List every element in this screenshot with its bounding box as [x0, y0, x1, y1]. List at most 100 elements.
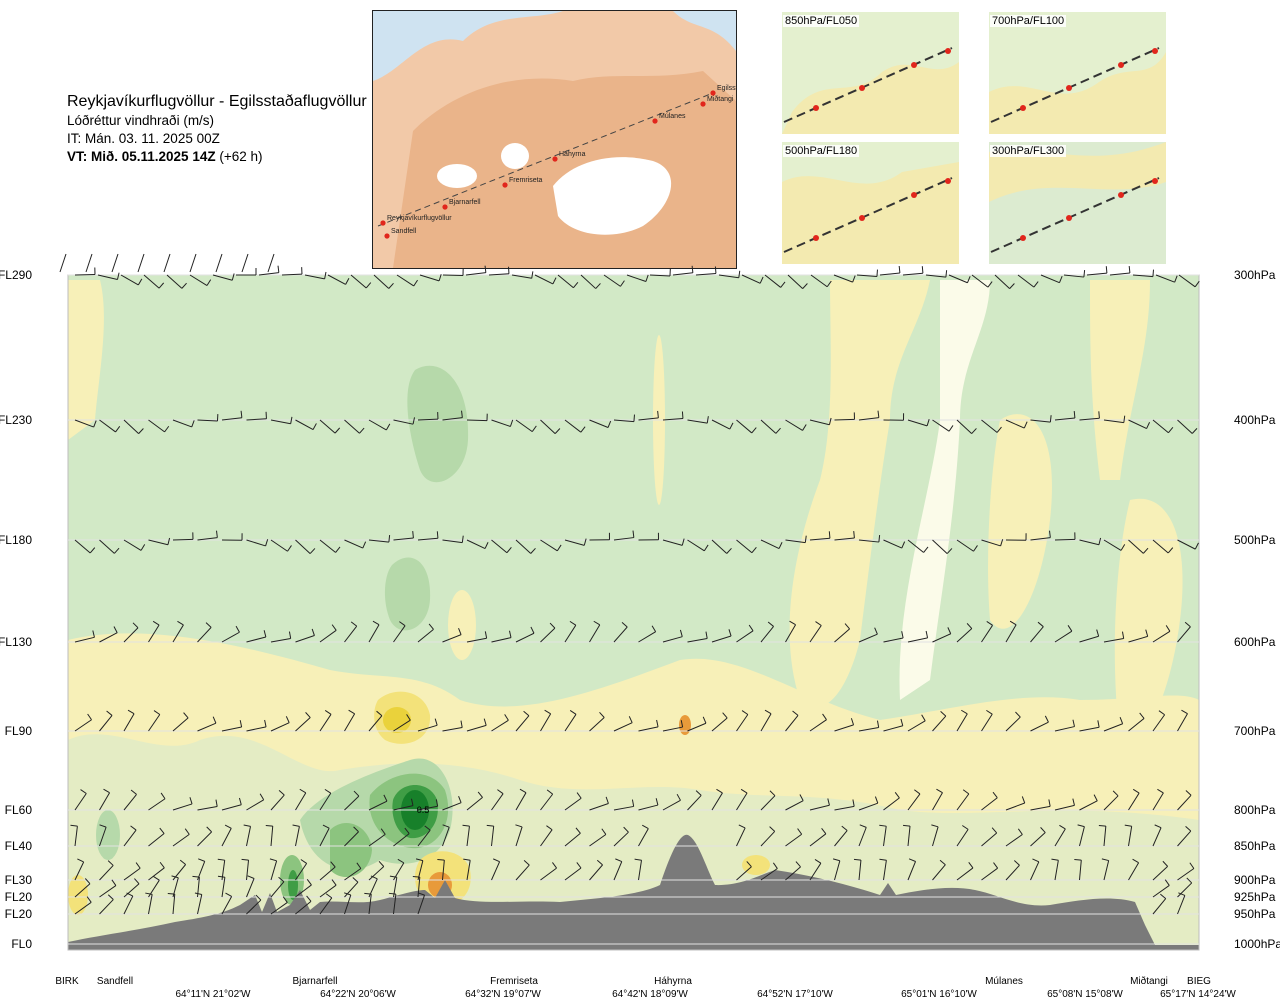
wind-barb [295, 826, 300, 847]
wind-barb [834, 537, 855, 541]
wind-barb [148, 539, 169, 546]
wind-barb-feather [576, 862, 582, 869]
wind-barb-feather [493, 858, 500, 863]
wind-barb [858, 417, 879, 421]
wind-barb-feather [729, 422, 734, 430]
wind-barb-feather [1194, 280, 1200, 288]
wind-barb-feather [312, 423, 317, 430]
thumbnail-500[interactable]: 500hPa/FL180 [782, 142, 959, 264]
wind-barb [564, 867, 582, 881]
wind-barb [221, 417, 242, 421]
wind-barb-feather [434, 718, 438, 726]
thumbnail-700-graphic [989, 12, 1166, 134]
wind-barb-feather [544, 709, 551, 715]
wind-barb [1054, 538, 1076, 541]
wind-barb-feather [569, 620, 577, 626]
wind-barb [603, 274, 621, 287]
wind-barb-feather [192, 875, 200, 878]
y-tick-label-right: 300hPa [1234, 268, 1276, 282]
wind-barb [344, 881, 359, 898]
wind-barb [197, 537, 218, 541]
wind-barb-feather [477, 791, 483, 798]
wind-barb-feather [569, 710, 577, 715]
wind-barb [1030, 537, 1051, 541]
wind-barb [858, 827, 867, 847]
wind-barb-feather [216, 530, 218, 538]
wind-barb-feather [309, 548, 316, 554]
wind-barb [417, 877, 421, 898]
wind-barb-feather [107, 860, 114, 866]
wind-barb-feather [859, 824, 867, 828]
wind-barb [1054, 630, 1073, 643]
route-title: Reykjavíkurflugvöllur - Egilsstaðaflugvö… [67, 93, 367, 110]
x-label-coordinate: 64°42'N 18°09'W [612, 989, 688, 1000]
wind-barb [246, 726, 267, 732]
wind-barb [956, 713, 968, 732]
wind-barb-feather [741, 710, 749, 715]
wind-barb-feather [212, 716, 217, 724]
wind-barb [809, 804, 830, 811]
wind-barb [1177, 539, 1196, 550]
wind-barb-feather [879, 824, 887, 827]
wind-barb-feather [1123, 415, 1126, 423]
map-point-marker [442, 204, 448, 210]
wind-barb [907, 720, 926, 732]
wind-barb [971, 274, 989, 288]
wind-barb [589, 717, 605, 732]
wind-barb [373, 274, 390, 289]
wind-barb-feather [383, 794, 388, 802]
wind-barb [1063, 274, 1084, 278]
wind-barb [344, 831, 359, 847]
wind-barb [1030, 626, 1044, 643]
wind-barb [319, 866, 336, 881]
thumbnail-850-graphic [782, 12, 959, 134]
wind-barb-feather [1168, 426, 1174, 434]
thumbnail-850[interactable]: 850hPa/FL050 [782, 12, 959, 134]
wind-barb-feather [894, 792, 900, 799]
wind-barb-feather [278, 876, 285, 883]
wind-barb [1054, 828, 1066, 847]
wind-barb-feather [748, 624, 754, 632]
wind-barb-feather [1049, 415, 1052, 423]
wind-barb [148, 714, 161, 732]
wind-barb [932, 826, 939, 847]
wind-barb-feather [442, 824, 450, 828]
map-points: Reykjavíkurflugvöllur Sandfell Bjarnarfell… [380, 84, 736, 239]
wind-barb [1109, 272, 1130, 276]
wind-barb-feather [238, 797, 242, 805]
wind-barb-feather [676, 793, 681, 801]
wind-barb [662, 799, 681, 811]
wind-barb [1132, 274, 1153, 278]
thumbnail-label: 300hPa/FL300 [990, 145, 1067, 157]
wind-barb [662, 418, 683, 421]
x-label-waypoint: BIEG [1187, 976, 1211, 987]
wind-barb [902, 272, 923, 276]
thumbnail-700[interactable]: 700hPa/FL100 [989, 12, 1166, 134]
wind-barb [515, 864, 530, 881]
y-tick-label-right: 500hPa [1234, 533, 1276, 547]
wind-barb-feather [645, 274, 649, 282]
wind-barb-feather [552, 862, 557, 869]
wind-barb-feather [126, 892, 134, 897]
y-tick-label-right: 700hPa [1234, 724, 1276, 738]
wind-barb-feather [1167, 547, 1174, 554]
wind-barb-feather [634, 858, 642, 861]
wind-barb [687, 539, 705, 552]
wind-barb [417, 724, 438, 732]
wind-barb-feather [769, 790, 776, 797]
wind-barb-feather [179, 859, 186, 865]
wind-barb [368, 800, 388, 811]
wind-barb [809, 862, 822, 881]
wind-barb [687, 722, 707, 732]
wind-barb-feather [1067, 625, 1073, 632]
wind-barb-feather [802, 283, 808, 289]
wind-barb-feather [1128, 265, 1131, 274]
glacier-hofsjokull [501, 143, 529, 169]
wind-barb-feather [137, 278, 143, 286]
wind-barb-feather [523, 710, 530, 717]
thumbnail-300[interactable]: 300hPa/FL300 [989, 142, 1166, 264]
wind-barb [1177, 882, 1193, 898]
wind-barb-feather [576, 792, 582, 799]
wind-barb [99, 715, 113, 732]
wind-barb [1177, 626, 1191, 643]
